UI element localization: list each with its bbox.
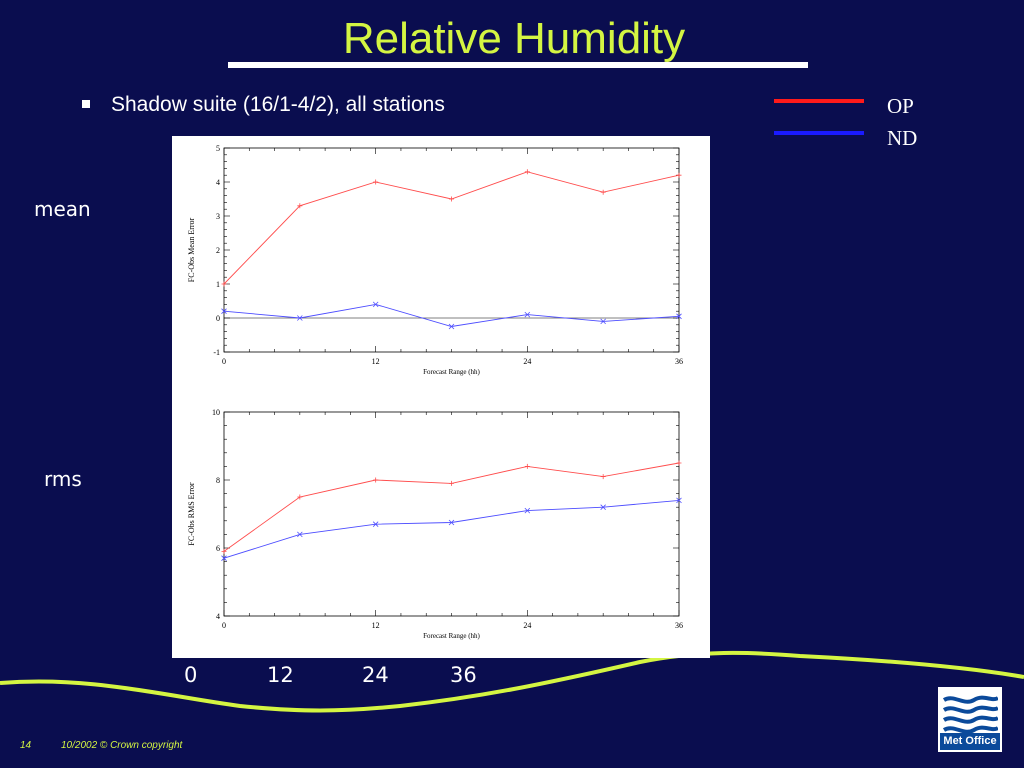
chart2-y-tick-label: 6 — [216, 544, 220, 553]
chart2-point-op — [524, 463, 530, 469]
chart1-x-tick-label: 0 — [222, 357, 226, 366]
chart1-point-op — [373, 179, 379, 185]
chart1-point-op — [297, 203, 303, 209]
title-underline — [228, 62, 808, 68]
chart1-point-op — [524, 169, 530, 175]
chart2-point-nd — [600, 504, 606, 510]
legend-line-op — [774, 99, 864, 103]
chart2-point-op — [221, 548, 227, 554]
side-label-mean: mean — [34, 197, 91, 221]
chart2-x-tick-label: 24 — [523, 621, 531, 630]
chart1-series-line-op — [223, 171, 680, 285]
chart1-point-nd — [524, 311, 531, 318]
copyright-text: 10/2002 © Crown copyright — [61, 740, 183, 751]
chart1-y-axis-label: FC-Obs Mean Error — [187, 217, 196, 282]
chart1-y-tick-label: -1 — [213, 348, 220, 357]
chart1-y-tick-label: 5 — [216, 144, 220, 153]
chart2-point-op — [600, 474, 606, 480]
chart1-y-tick-label: 4 — [216, 178, 220, 187]
side-label-rms: rms — [44, 467, 82, 491]
chart1-plot-frame — [223, 147, 680, 353]
chart1-x-tick-label: 12 — [372, 357, 380, 366]
chart2-x-tick-label: 0 — [222, 621, 226, 630]
chart1-point-op — [449, 196, 454, 202]
chart2-y-tick-label: 8 — [216, 476, 220, 485]
legend-line-nd — [774, 131, 864, 135]
chart1-point-nd — [297, 315, 303, 321]
bullet-marker — [82, 100, 90, 108]
chart1-y-tick-label: 0 — [216, 314, 220, 323]
chart2-y-axis-label: FC-Obs RMS Error — [187, 482, 196, 545]
met-office-waves-icon — [942, 695, 998, 734]
chart2-point-nd — [524, 507, 531, 514]
chart2-point-nd — [297, 531, 303, 538]
chart1-x-tick-label: 36 — [675, 357, 683, 366]
chart2-point-op — [373, 477, 379, 483]
chart1-point-op — [676, 172, 682, 178]
chart1-point-nd — [448, 323, 455, 330]
chart2-point-op — [676, 460, 682, 466]
logo-text: Met Office — [940, 733, 1000, 750]
chart1-y-tick-label: 1 — [216, 280, 220, 289]
chart1-x-axis-label: Forecast Range (hh) — [423, 368, 480, 376]
chart2-y-tick-label: 10 — [212, 408, 220, 417]
page-title: Relative Humidity — [342, 14, 686, 63]
chart1-point-nd — [600, 318, 606, 325]
chart1-x-tick-label: 24 — [523, 357, 531, 366]
bullet-text: Shadow suite (16/1-4/2), all stations — [111, 93, 445, 116]
page-number: 14 — [20, 740, 32, 751]
chart2-x-axis-label: Forecast Range (hh) — [423, 632, 480, 640]
chart1-point-nd — [372, 301, 379, 308]
bottom-tick-36: 36 — [450, 663, 477, 687]
met-office-logo: Met Office — [938, 687, 1002, 752]
chart2-x-tick-label: 12 — [372, 621, 380, 630]
chart2-x-tick-label: 36 — [675, 621, 683, 630]
chart2-y-tick-label: 4 — [216, 612, 220, 621]
chart2-point-nd — [221, 555, 227, 561]
chart1-series-line-nd — [223, 303, 680, 327]
chart2-point-nd — [372, 521, 379, 527]
chart2-point-op — [297, 494, 303, 500]
chart2-series-line-op — [223, 462, 680, 552]
chart1-point-nd — [676, 313, 682, 320]
legend-label-op: OP — [887, 94, 914, 118]
plot-panel: 0 12 24 36 -1 0 1 2 3 4 5 Forecast Range (hh) FC-Obs… — [172, 136, 710, 658]
chart1-y-tick-label: 2 — [216, 246, 220, 255]
chart1-y-tick-label: 3 — [216, 212, 220, 221]
chart2-point-nd — [676, 497, 682, 504]
chart2-plot-frame — [223, 411, 680, 617]
bottom-tick-24: 24 — [362, 663, 389, 687]
chart2-point-nd — [448, 519, 455, 526]
chart1-point-op — [221, 281, 227, 287]
chart1-point-nd — [221, 308, 227, 314]
chart2-point-op — [449, 480, 454, 486]
bottom-tick-12: 12 — [267, 663, 294, 687]
bottom-tick-0: 0 — [184, 663, 198, 687]
chart2-series-line-nd — [223, 499, 680, 559]
legend-label-nd: ND — [887, 126, 918, 150]
chart1-point-op — [600, 189, 606, 195]
